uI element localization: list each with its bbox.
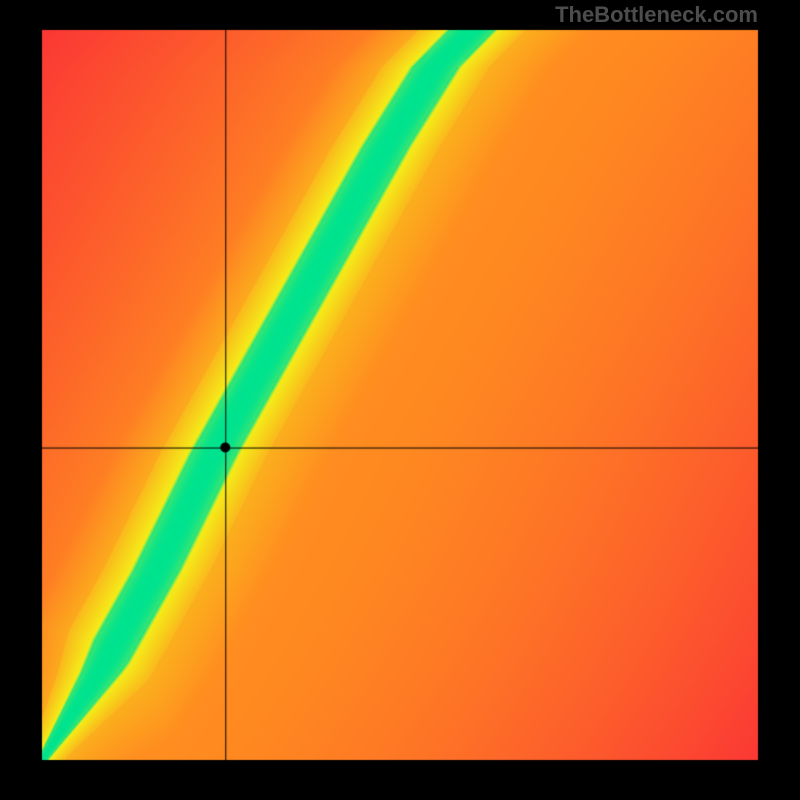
chart-container: { "attribution": "TheBottleneck.com", "c… bbox=[0, 0, 800, 800]
bottleneck-heatmap bbox=[0, 0, 800, 800]
attribution-label: TheBottleneck.com bbox=[555, 2, 758, 28]
